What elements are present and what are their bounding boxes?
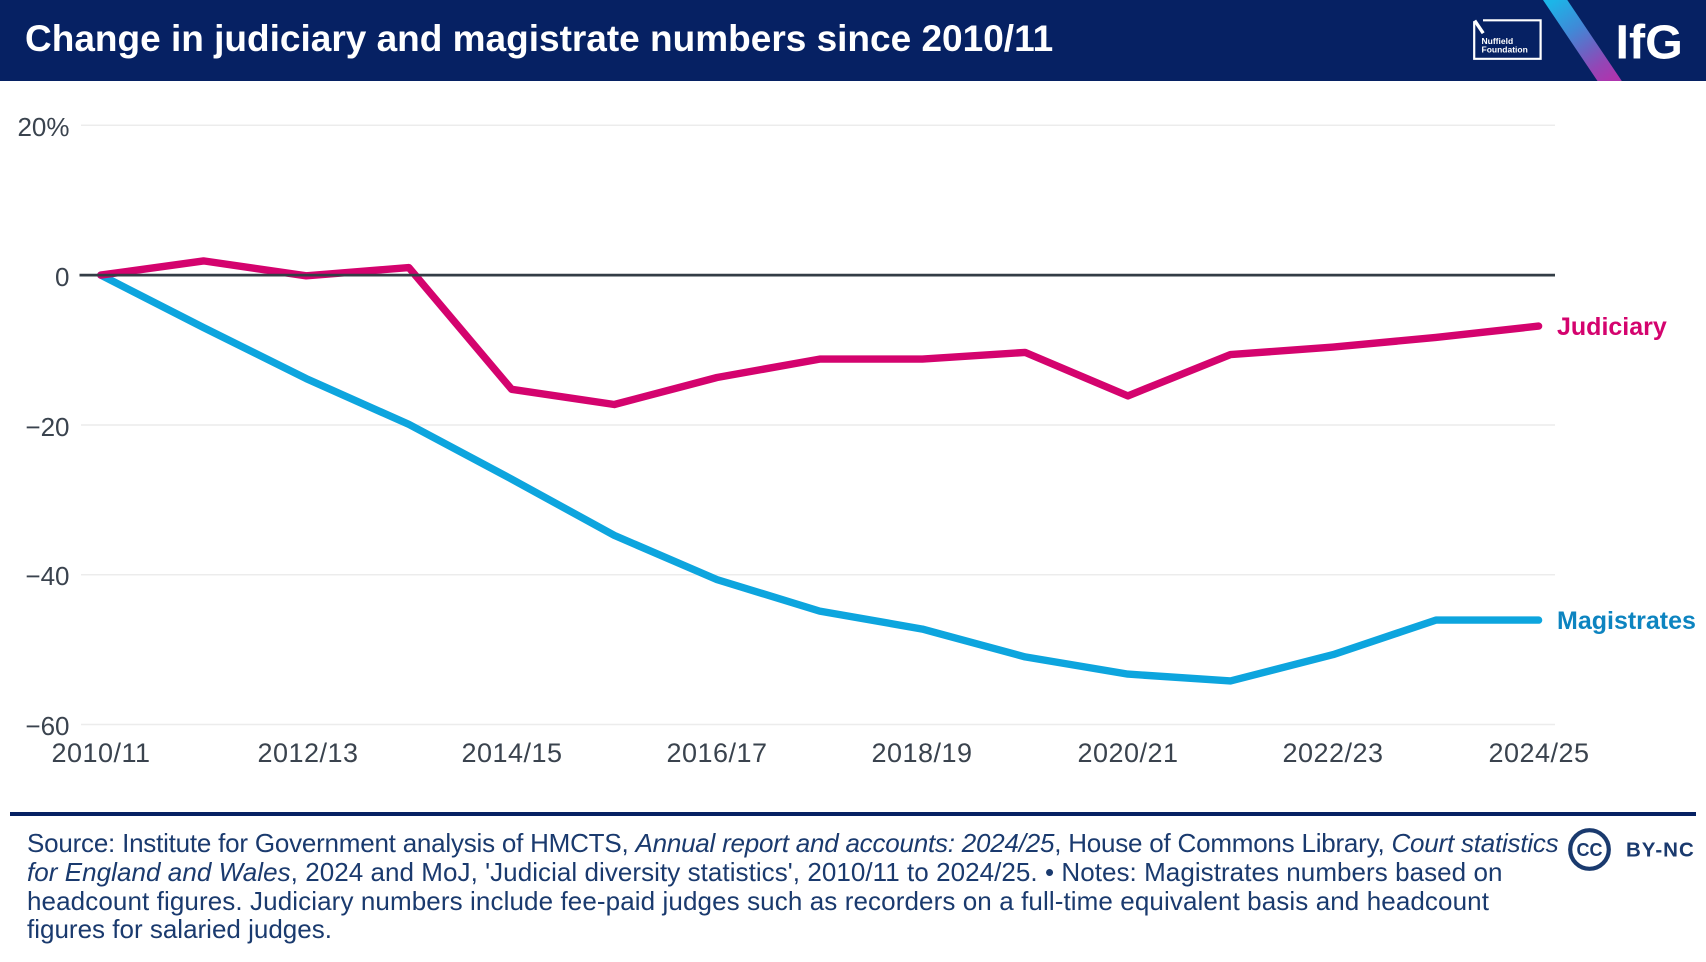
svg-text:IfG: IfG	[1616, 16, 1683, 70]
svg-text:Foundation: Foundation	[1482, 45, 1528, 55]
svg-text:BY-NC: BY-NC	[1626, 839, 1695, 862]
svg-text:Nuffield: Nuffield	[1482, 36, 1514, 46]
svg-text:CC: CC	[1577, 840, 1603, 860]
